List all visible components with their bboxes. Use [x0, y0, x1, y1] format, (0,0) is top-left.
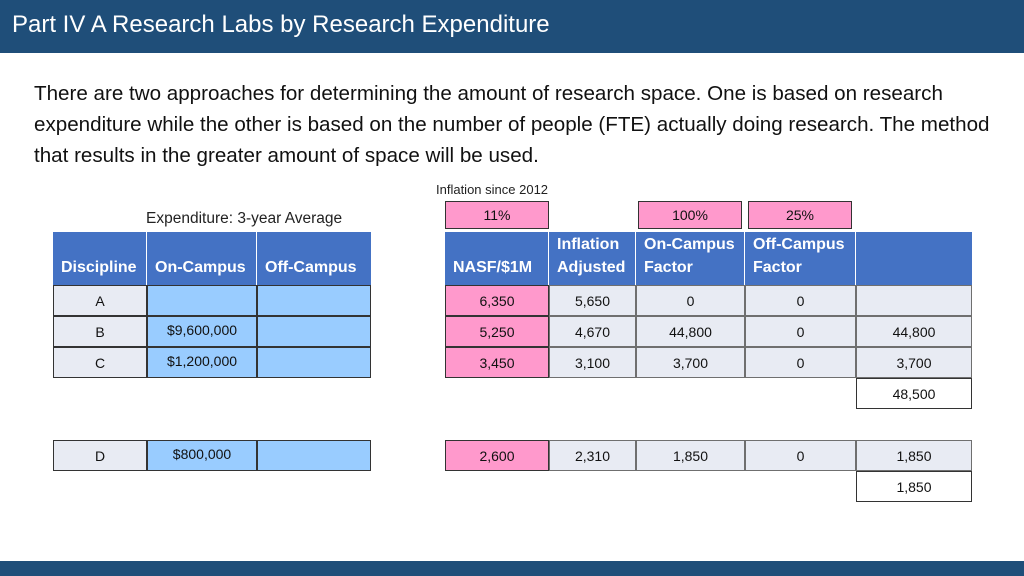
title-bar: Part IV A Research Labs by Research Expe… — [0, 0, 1024, 53]
inflation-factor-input[interactable]: 11% — [445, 201, 549, 229]
on-campus-input[interactable]: $1,200,000 — [147, 347, 257, 378]
slide-title: Part IV A Research Labs by Research Expe… — [12, 11, 550, 38]
inflation-since-label: Inflation since 2012 — [436, 182, 549, 197]
nasf-input[interactable]: 6,350 — [445, 285, 549, 316]
header-total — [856, 232, 972, 285]
on-campus-input[interactable] — [147, 285, 257, 316]
inflation-adjusted-cell: 5,650 — [549, 285, 636, 316]
off-campus-factor-input[interactable]: 25% — [748, 201, 852, 229]
off-campus-input[interactable] — [257, 440, 371, 471]
nasf-input[interactable]: 3,450 — [445, 347, 549, 378]
inflation-adjusted-cell: 3,100 — [549, 347, 636, 378]
on-campus-factor-cell: 3,700 — [636, 347, 745, 378]
discipline-cell: C — [53, 347, 147, 378]
total-cell: 1,850 — [856, 440, 972, 471]
nasf-input[interactable]: 5,250 — [445, 316, 549, 347]
header-on-campus-factor: On-Campus Factor — [636, 232, 745, 285]
footer-bar — [0, 561, 1024, 576]
header-nasf: NASF/$1M — [445, 232, 549, 285]
total-cell — [856, 285, 972, 316]
discipline-cell: A — [53, 285, 147, 316]
header-off-campus: Off-Campus — [257, 232, 371, 285]
on-campus-factor-cell: 44,800 — [636, 316, 745, 347]
off-campus-factor-cell: 0 — [745, 316, 856, 347]
header-discipline: Discipline — [53, 232, 147, 285]
intro-paragraph: There are two approaches for determining… — [34, 82, 990, 167]
total-cell: 44,800 — [856, 316, 972, 347]
off-campus-input[interactable] — [257, 316, 371, 347]
off-campus-factor-cell: 0 — [745, 285, 856, 316]
off-campus-input[interactable] — [257, 285, 371, 316]
inflation-adjusted-cell: 4,670 — [549, 316, 636, 347]
nasf-input[interactable]: 2,600 — [445, 440, 549, 471]
subtotal-cell: 48,500 — [856, 378, 972, 409]
discipline-cell: D — [53, 440, 147, 471]
on-campus-input[interactable]: $800,000 — [147, 440, 257, 471]
on-campus-factor-input[interactable]: 100% — [638, 201, 742, 229]
inflation-adjusted-cell: 2,310 — [549, 440, 636, 471]
header-on-campus: On-Campus — [147, 232, 257, 285]
off-campus-factor-cell: 0 — [745, 440, 856, 471]
discipline-cell: B — [53, 316, 147, 347]
on-campus-factor-cell: 1,850 — [636, 440, 745, 471]
total-cell: 3,700 — [856, 347, 972, 378]
header-off-campus-factor: Off-Campus Factor — [745, 232, 856, 285]
on-campus-input[interactable]: $9,600,000 — [147, 316, 257, 347]
header-inflation-adjusted: Inflation Adjusted — [549, 232, 636, 285]
expenditure-average-label: Expenditure: 3-year Average — [146, 210, 343, 227]
subtotal-cell: 1,850 — [856, 471, 972, 502]
off-campus-factor-cell: 0 — [745, 347, 856, 378]
off-campus-input[interactable] — [257, 347, 371, 378]
on-campus-factor-cell: 0 — [636, 285, 745, 316]
